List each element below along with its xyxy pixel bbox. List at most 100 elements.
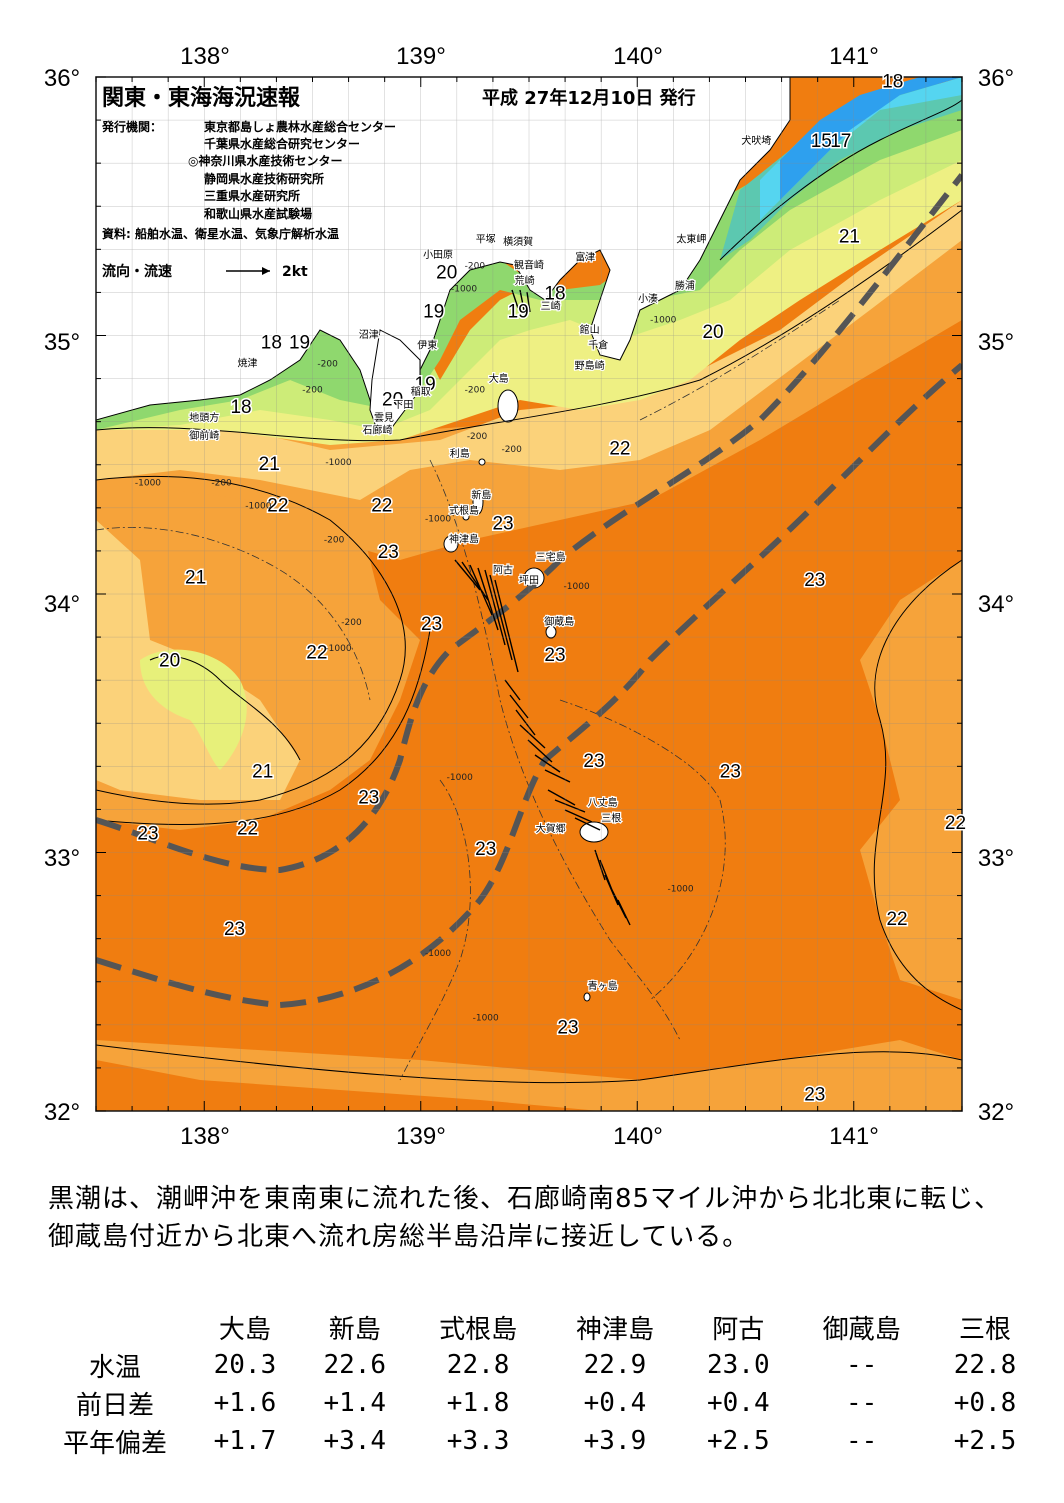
row-label-daily-diff: 前日差 bbox=[75, 1390, 154, 1421]
isotherm-label: 23 bbox=[358, 787, 379, 808]
place-label: 御前崎 bbox=[189, 429, 219, 442]
cell: +0.4 bbox=[706, 1388, 770, 1418]
col-niijima: 新島 bbox=[328, 1314, 381, 1345]
table-header-row: 大島 新島 式根島 神津島 阿古 御蔵島 三根 bbox=[40, 1308, 1040, 1346]
isotherm-label: 22 bbox=[945, 813, 966, 834]
lat-label-34-right: 34° bbox=[978, 591, 1014, 618]
cell: -- bbox=[845, 1426, 878, 1456]
depth-label: -200 bbox=[211, 478, 232, 488]
depth-label: -1000 bbox=[325, 644, 351, 654]
cell: +3.9 bbox=[583, 1426, 647, 1456]
lon-labels-bottom: 138° 139° 140° 141° bbox=[180, 1123, 879, 1150]
isotherm-label: 19 bbox=[423, 301, 444, 322]
place-label: 伊東 bbox=[417, 338, 437, 351]
isotherm-label: 20 bbox=[382, 389, 403, 410]
depth-label: -200 bbox=[465, 385, 486, 395]
place-label: 新島 bbox=[471, 488, 491, 501]
depth-label: -1000 bbox=[425, 515, 451, 525]
table-row: 水温 20.3 22.6 22.8 22.9 23.0 -- 22.8 bbox=[40, 1346, 1040, 1384]
col-ako: 阿古 bbox=[712, 1314, 765, 1345]
place-label: 館山 bbox=[580, 323, 600, 336]
place-label: 富津 bbox=[575, 251, 595, 264]
kuroshio-summary: 黒潮は、潮岬沖を東南東に流れた後、石廊崎南85マイル沖から北北東に転じ、御蔵島付… bbox=[48, 1184, 1002, 1252]
cell: 20.3 bbox=[213, 1350, 277, 1380]
place-label: 下田 bbox=[393, 400, 413, 411]
depth-label: -1000 bbox=[245, 502, 271, 512]
lat-label-36-right: 36° bbox=[978, 65, 1014, 92]
place-label: 大島 bbox=[489, 372, 509, 385]
island-kozushima bbox=[443, 535, 459, 553]
lat-label-35-left: 35° bbox=[44, 329, 80, 356]
isotherm-label: 20 bbox=[159, 650, 180, 671]
isotherm-label: 19 bbox=[289, 332, 310, 353]
table-corner bbox=[40, 1308, 190, 1346]
zone-17 bbox=[720, 80, 962, 260]
place-label: 観音崎 bbox=[514, 258, 544, 271]
depth-label: -200 bbox=[501, 445, 522, 455]
lat-labels-right: 36° 35° 34° 33° 32° bbox=[978, 65, 1014, 1126]
isotherm-label: 23 bbox=[475, 839, 496, 860]
place-label: 沼津 bbox=[359, 328, 379, 341]
depth-label: -1000 bbox=[564, 582, 590, 592]
place-label: 御蔵島 bbox=[544, 615, 574, 628]
isotherm-label: 23 bbox=[378, 542, 399, 563]
cell: 23.0 bbox=[706, 1350, 770, 1380]
isotherm-label: 17 bbox=[830, 131, 851, 152]
isotherm-label: 21 bbox=[185, 568, 206, 589]
place-label: 小田原 bbox=[423, 249, 453, 261]
place-label: 勝浦 bbox=[675, 279, 695, 292]
depth-label: -200 bbox=[465, 261, 486, 271]
col-mitsune: 三根 bbox=[959, 1314, 1012, 1345]
isotherm-label: 23 bbox=[421, 614, 442, 635]
isotherm-label: 22 bbox=[267, 495, 288, 516]
isotherm-label: 22 bbox=[306, 643, 327, 664]
sst-table: 大島 新島 式根島 神津島 阿古 御蔵島 三根 水温 20.3 22.6 22.… bbox=[40, 1308, 1040, 1460]
lat-label-32-right: 32° bbox=[978, 1099, 1014, 1126]
place-label: 焼津 bbox=[238, 358, 258, 370]
cell: 22.9 bbox=[583, 1350, 647, 1380]
lon-label-138-bottom: 138° bbox=[180, 1123, 230, 1150]
place-label: 式根島 bbox=[449, 504, 479, 517]
isotherm-label: 23 bbox=[720, 762, 741, 783]
lat-label-36-left: 36° bbox=[44, 65, 80, 92]
depth-label: -1000 bbox=[135, 478, 161, 488]
isotherm-label: 23 bbox=[544, 645, 565, 666]
lat-label-32-left: 32° bbox=[44, 1099, 80, 1126]
data-sources: 資料: 船舶水温、衛星水温、気象庁解析水温 bbox=[102, 226, 339, 241]
agency-2: ◎神奈川県水産技術センター bbox=[188, 153, 342, 168]
isotherm-label: 15 bbox=[811, 131, 832, 152]
cell: 22.8 bbox=[953, 1350, 1017, 1380]
depth-label: -1000 bbox=[667, 884, 693, 894]
depth-label: -200 bbox=[302, 385, 323, 395]
lon-label-140-top: 140° bbox=[613, 43, 663, 70]
place-label: 野島崎 bbox=[575, 359, 605, 372]
isotherm-label: 21 bbox=[259, 454, 280, 475]
place-label: 横須賀 bbox=[503, 235, 533, 248]
lon-label-139-bottom: 139° bbox=[396, 1123, 446, 1150]
place-label: 三宅島 bbox=[536, 550, 566, 563]
cell: +1.7 bbox=[213, 1426, 277, 1456]
depth-labels: -1000 -200 -1000 -200 -200 -200 -200 -200 -1000 -… bbox=[135, 261, 694, 1023]
cell: +0.4 bbox=[583, 1388, 647, 1418]
cell: +2.5 bbox=[953, 1426, 1017, 1456]
place-label: 地頭方 bbox=[189, 411, 219, 424]
agency-0: 東京都島しょ農林水産総合センター bbox=[204, 119, 396, 134]
lon-label-139-top: 139° bbox=[396, 43, 446, 70]
depth-label: -1000 bbox=[447, 773, 473, 783]
depth-label: -200 bbox=[324, 535, 345, 545]
place-label: 坪田 bbox=[519, 574, 539, 587]
cell: +3.4 bbox=[323, 1426, 387, 1456]
place-label: 三根 bbox=[601, 811, 621, 824]
place-label: 平塚 bbox=[476, 233, 496, 245]
depth-label: -200 bbox=[467, 432, 488, 442]
isotherm-label: 20 bbox=[702, 322, 723, 343]
isotherm-label: 19 bbox=[415, 374, 436, 395]
cell: -- bbox=[845, 1388, 878, 1418]
lon-label-140-bottom: 140° bbox=[613, 1123, 663, 1150]
place-label: 石廊崎 bbox=[362, 424, 392, 437]
isotherm-label: 18 bbox=[882, 71, 903, 92]
row-label-sst: 水温 bbox=[88, 1352, 141, 1383]
zone-22-east bbox=[860, 560, 962, 1000]
isotherm-label: 21 bbox=[252, 762, 273, 783]
